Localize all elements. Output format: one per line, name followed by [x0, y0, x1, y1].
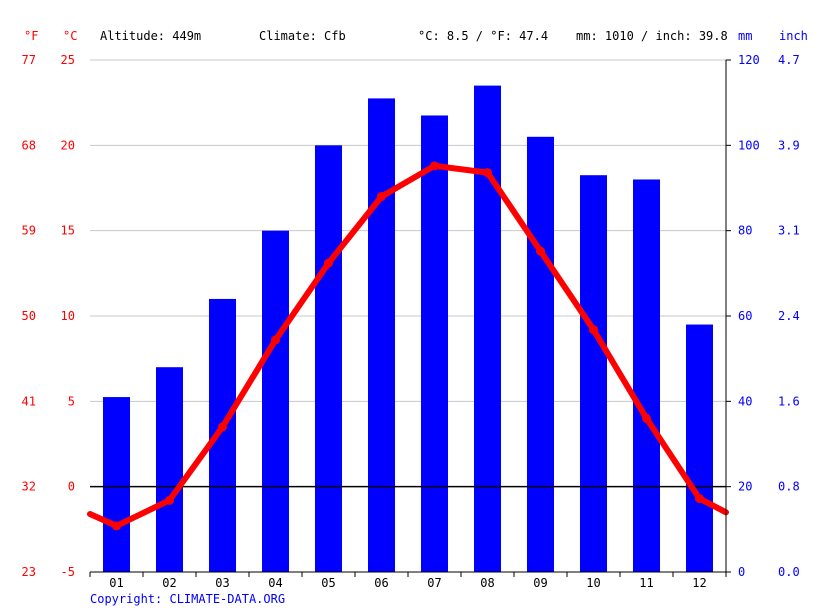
temperature-point-02: [165, 495, 174, 505]
climate-label: Climate: Cfb: [259, 29, 346, 43]
temperature-line-layer: [87, 161, 729, 531]
month-label-05: 05: [321, 576, 335, 590]
month-label-01: 01: [109, 576, 123, 590]
month-label-04: 04: [268, 576, 282, 590]
temperature-point-11: [642, 413, 651, 423]
unit-inch-label: inch: [779, 29, 808, 43]
inch-tick-label: 3.9: [778, 138, 800, 152]
inch-tick-label: 1.6: [778, 394, 800, 408]
precipitation-bar-08: [474, 85, 501, 572]
temperature-point-01: [112, 521, 121, 531]
temperature-point-05: [324, 258, 333, 268]
average-temperature-label: °C: 8.5 / °F: 47.4: [418, 29, 548, 43]
temperature-point-09: [536, 246, 545, 256]
celsius-tick-label: 15: [61, 224, 75, 238]
precipitation-bars: [103, 85, 713, 573]
fahrenheit-tick-label: 50: [22, 309, 36, 323]
month-label-12: 12: [692, 576, 706, 590]
month-label-07: 07: [427, 576, 441, 590]
precipitation-bar-01: [103, 397, 130, 572]
precipitation-bar-02: [156, 367, 183, 572]
mm-tick-label: 120: [738, 53, 760, 67]
precipitation-bar-05: [315, 145, 342, 573]
mm-tick-label: 100: [738, 138, 760, 152]
altitude-label: Altitude: 449m: [100, 29, 201, 43]
fahrenheit-tick-label: 41: [22, 394, 36, 408]
temperature-point-08: [483, 168, 492, 178]
temperature-line: [87, 162, 729, 529]
mm-tick-label: 20: [738, 480, 752, 494]
month-label-11: 11: [639, 576, 653, 590]
copyright-link[interactable]: Copyright: CLIMATE-DATA.ORG: [90, 592, 285, 606]
mm-tick-label: 40: [738, 394, 752, 408]
unit-fahrenheit-label: °F: [24, 29, 38, 43]
fahrenheit-tick-label: 77: [22, 53, 36, 67]
fahrenheit-tick-label: 23: [22, 565, 36, 579]
month-label-10: 10: [586, 576, 600, 590]
fahrenheit-tick-label: 59: [22, 224, 36, 238]
fahrenheit-tick-label: 32: [22, 480, 36, 494]
fahrenheit-tick-label: 68: [22, 138, 36, 152]
precipitation-bar-10: [580, 175, 607, 572]
temperature-point-06: [377, 192, 386, 202]
celsius-tick-label: 25: [61, 53, 75, 67]
unit-celsius-label: °C: [63, 29, 77, 43]
mm-tick-label: 80: [738, 224, 752, 238]
inch-tick-label: 2.4: [778, 309, 800, 323]
unit-mm-label: mm: [738, 29, 752, 43]
precipitation-bar-11: [633, 179, 660, 572]
inch-tick-label: 0.8: [778, 480, 800, 494]
precipitation-bar-09: [527, 136, 554, 573]
celsius-tick-label: 20: [61, 138, 75, 152]
month-label-06: 06: [374, 576, 388, 590]
celsius-tick-label: -5: [61, 565, 75, 579]
mm-tick-label: 60: [738, 309, 752, 323]
month-label-02: 02: [162, 576, 176, 590]
temperature-point-04: [271, 335, 280, 345]
celsius-tick-label: 5: [68, 394, 75, 408]
total-precipitation-label: mm: 1010 / inch: 39.8: [576, 29, 728, 43]
precipitation-bar-06: [368, 98, 395, 573]
celsius-tick-label: 10: [61, 309, 75, 323]
month-label-09: 09: [533, 576, 547, 590]
mm-tick-label: 0: [738, 565, 745, 579]
celsius-tick-label: 0: [68, 480, 75, 494]
grid-layer: [90, 59, 726, 573]
temperature-point-03: [218, 422, 227, 432]
month-label-08: 08: [480, 576, 494, 590]
temperature-point-10: [589, 325, 598, 335]
header: °F °C Altitude: 449m Climate: Cfb °C: 8.…: [24, 29, 808, 43]
month-label-03: 03: [215, 576, 229, 590]
inch-tick-label: 0.0: [778, 565, 800, 579]
inch-tick-label: 4.7: [778, 53, 800, 67]
temperature-point-07: [430, 161, 439, 171]
precipitation-bar-07: [421, 115, 448, 572]
temperature-point-12: [695, 494, 704, 504]
precipitation-bar-04: [262, 230, 289, 572]
inch-tick-label: 3.1: [778, 224, 800, 238]
precipitation-bar-12: [686, 324, 713, 572]
